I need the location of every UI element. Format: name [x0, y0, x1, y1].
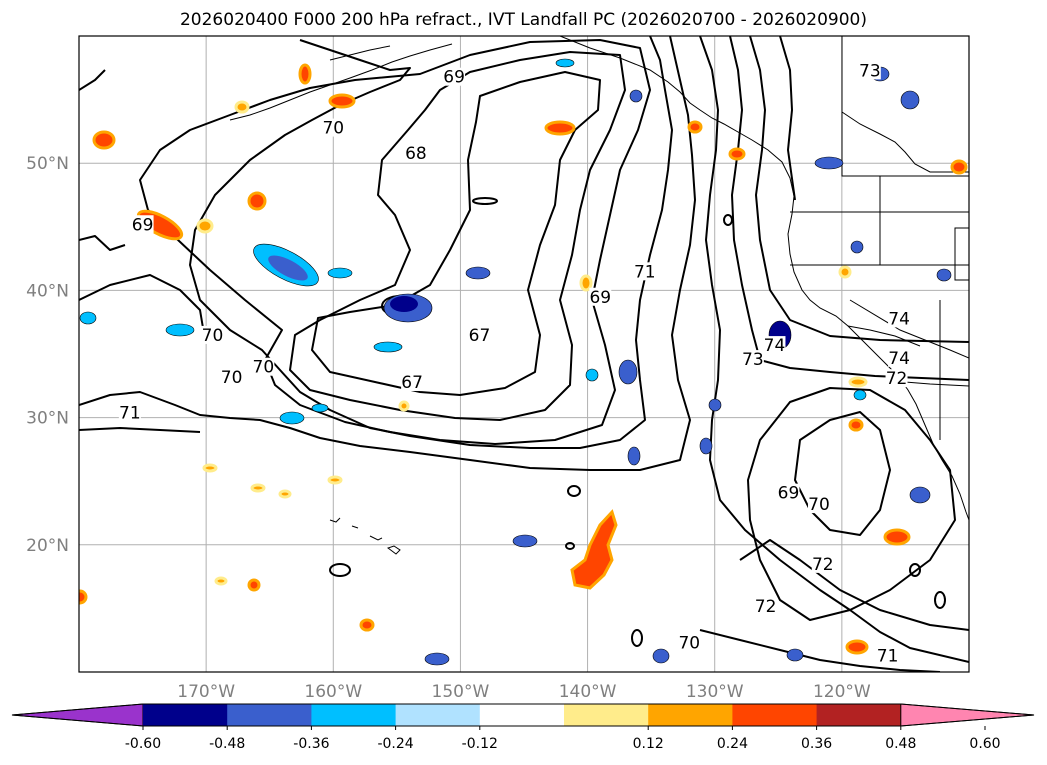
colorbar-segment: [479, 704, 565, 726]
contour-label: 69: [132, 215, 154, 235]
lat-label: 20°N: [26, 536, 69, 556]
contour-label-bg: [252, 357, 275, 376]
contour-label: 67: [401, 373, 423, 393]
contour-label: 71: [634, 262, 656, 282]
colorbar: -0.60 -0.48 -0.36 -0.24 -0.12 0.12 0.24 0.36 0.4…: [11, 703, 1035, 752]
lon-label: 140°W: [559, 682, 617, 702]
colorbar-tick-label: 0.36: [801, 736, 832, 752]
contour-label-bg: [763, 336, 786, 355]
colorbar-segment: [816, 704, 902, 726]
contour-label-bg: [401, 372, 424, 391]
contour-label-bg: [118, 403, 141, 422]
contour-label: 70: [322, 119, 344, 139]
lon-label: 130°W: [686, 682, 744, 702]
map-title: 2026020400 F000 200 hPa refract., IVT La…: [179, 10, 867, 30]
lat-label: 30°N: [26, 409, 69, 429]
colorbar-segment: [564, 704, 649, 726]
island-aleutians: [229, 43, 453, 121]
contour-label: 70: [202, 326, 224, 346]
contour-label: 73: [742, 350, 764, 370]
pc-positive-features: [79, 63, 968, 655]
contour-label-bg: [741, 350, 764, 369]
contour-label-bg: [777, 483, 800, 502]
contour-label: 67: [469, 326, 491, 346]
coastline-north-america: [559, 36, 969, 521]
contour-label: 72: [886, 369, 908, 389]
lon-label: 120°W: [813, 682, 871, 702]
contour-label-bg: [888, 348, 911, 367]
longitude-labels: 170°W 160°W 150°W 140°W 130°W 120°W: [177, 682, 871, 702]
colorbar-segment: [648, 704, 733, 726]
contour-label: 73: [859, 61, 881, 81]
contour-label-bg: [885, 369, 908, 388]
refractivity-contours: [79, 36, 969, 672]
colorbar-tick-label: -0.48: [209, 736, 245, 752]
colorbar-segment: [395, 704, 481, 726]
contour-label: 71: [877, 646, 899, 666]
contour-label-bg: [404, 144, 427, 163]
contour-label: 69: [778, 484, 800, 504]
colorbar-tick-label: -0.12: [462, 736, 498, 752]
contour-label: 72: [755, 597, 777, 617]
colorbar-segment: [732, 704, 818, 726]
contour-label: 70: [808, 495, 830, 515]
contour-label: 74: [764, 336, 786, 356]
lon-label: 170°W: [177, 682, 235, 702]
plot-area: [79, 36, 969, 672]
contour-label-bg: [678, 633, 701, 652]
colorbar-segment: [143, 704, 228, 726]
contour-label: 69: [589, 288, 611, 308]
contour-label-bg: [811, 554, 834, 573]
contour-label: 70: [253, 358, 275, 378]
contour-label-bg: [754, 596, 777, 615]
contour-label: 68: [405, 144, 427, 164]
contour-label-bg: [322, 118, 345, 137]
contour-label-bg: [468, 325, 491, 344]
colorbar-tick-label: -0.24: [377, 736, 413, 752]
colorbar-under-extension: [11, 703, 144, 727]
contour-label-bg: [201, 325, 224, 344]
colorbar-segment: [311, 704, 397, 726]
colorbar-tick-label: -0.36: [293, 736, 329, 752]
lon-label: 150°W: [432, 682, 490, 702]
lat-label: 40°N: [26, 281, 69, 301]
colorbar-tick-label: 0.24: [717, 736, 748, 752]
lat-label: 50°N: [26, 154, 69, 174]
contour-label-bg: [443, 67, 466, 86]
contour-label: 72: [812, 555, 834, 575]
contour-label-bg: [876, 646, 899, 665]
colorbar-tick-label: 0.60: [969, 736, 1000, 752]
contour-label: 70: [221, 368, 243, 388]
contour-label-bg: [220, 367, 243, 386]
colorbar-over-extension: [900, 703, 1035, 727]
contour-label-bg: [131, 215, 154, 234]
island-hawaii: [329, 517, 401, 555]
contour-label-bg: [589, 287, 612, 306]
contour-label-bg: [888, 309, 911, 328]
contour-label: 71: [119, 404, 141, 424]
contour-label-bg: [633, 262, 656, 281]
contour-label: 74: [888, 309, 910, 329]
contour-label-bg: [807, 495, 830, 514]
contour-label-bg: [858, 61, 881, 80]
contour-label: 70: [678, 634, 700, 654]
colorbar-tick-label: 0.48: [885, 736, 916, 752]
lon-label: 160°W: [304, 682, 362, 702]
contour-label: 69: [443, 68, 465, 88]
colorbar-segment: [227, 704, 312, 726]
plot-frame: [78, 35, 970, 673]
latitude-labels: 50°N 40°N 30°N 20°N: [26, 154, 69, 556]
colorbar-tick-label: 0.12: [633, 736, 664, 752]
contour-label: 74: [888, 349, 910, 369]
colorbar-tick-label: -0.60: [125, 736, 161, 752]
